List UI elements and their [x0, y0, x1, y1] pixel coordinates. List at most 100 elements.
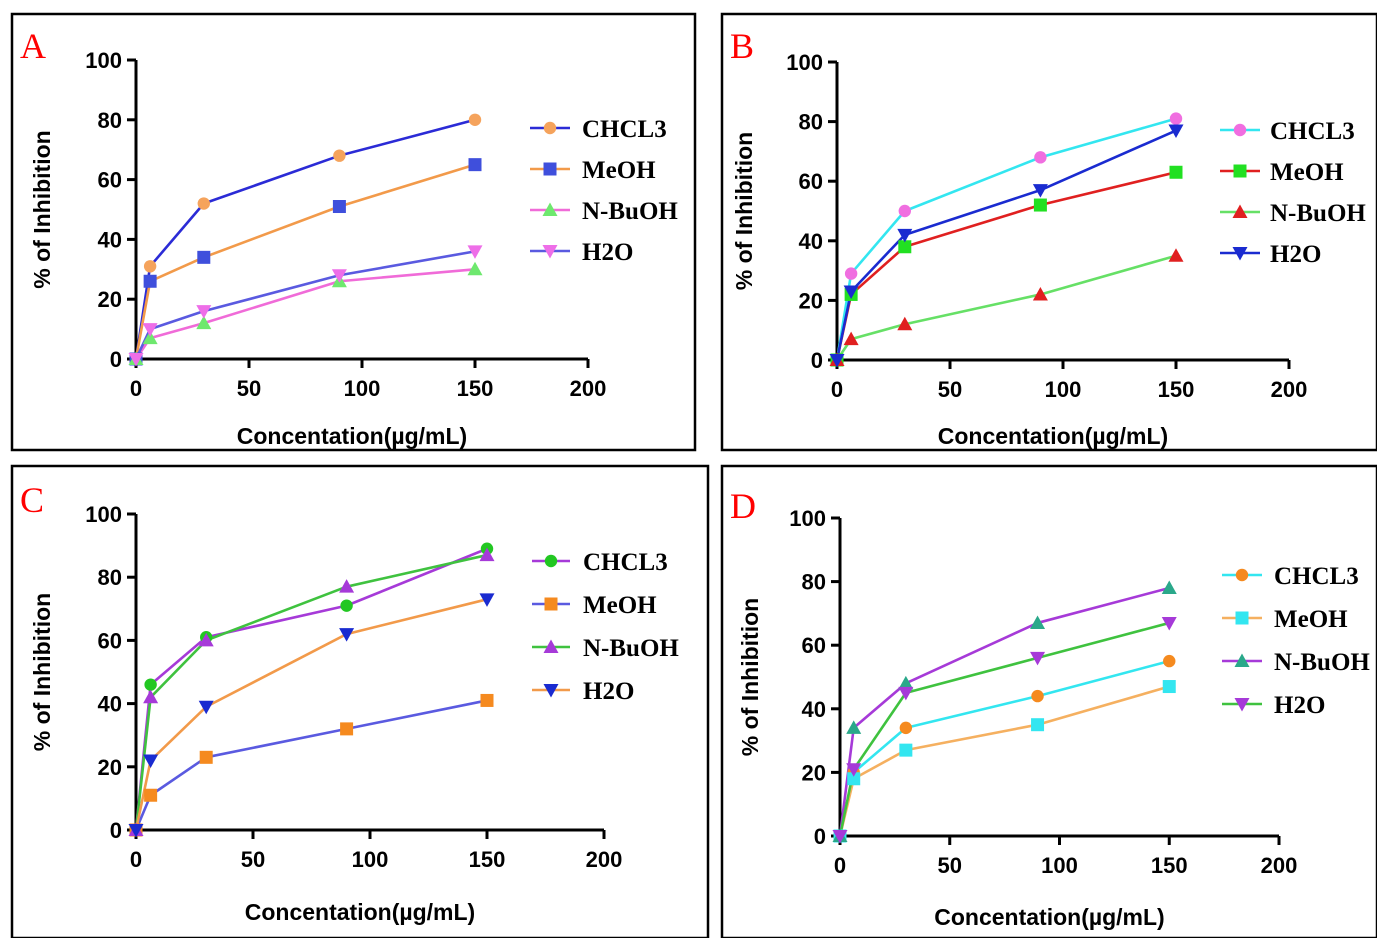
y-tick-label: 0	[110, 818, 122, 843]
legend-marker	[542, 202, 558, 216]
y-tick-label: 40	[98, 692, 122, 717]
data-point-h2o	[479, 593, 495, 607]
y-tick-label: 60	[98, 628, 122, 653]
y-tick-label: 100	[85, 48, 122, 73]
data-point-h2o	[1030, 651, 1046, 666]
legend-marker	[544, 597, 558, 611]
data-point-n-buoh	[897, 316, 913, 331]
y-tick-label: 40	[98, 227, 122, 252]
legend-label: N-BuOH	[583, 635, 679, 662]
x-tick-label: 50	[237, 376, 261, 401]
legend-marker	[1234, 698, 1250, 712]
legend-label: H2O	[583, 678, 634, 705]
data-point-meoh	[898, 240, 912, 254]
series-line-h2o	[838, 621, 1170, 837]
data-point-meoh	[340, 722, 354, 736]
series-line-chcl3	[134, 547, 488, 831]
data-point-meoh	[899, 743, 913, 757]
series-line-n-buoh	[134, 553, 488, 831]
x-tick-label: 150	[1158, 377, 1195, 402]
y-tick-label: 40	[802, 697, 826, 722]
data-point-n-buoh	[198, 632, 214, 647]
y-tick-label: 100	[789, 506, 826, 531]
data-point-n-buoh	[479, 547, 495, 562]
y-tick-label: 20	[98, 287, 122, 312]
y-tick-label: 100	[85, 502, 122, 527]
data-point-meoh	[480, 693, 494, 707]
x-tick-label: 0	[834, 853, 846, 878]
legend-label: H2O	[1274, 692, 1325, 719]
data-point-h2o	[198, 700, 214, 715]
data-point-n-buoh	[1032, 286, 1048, 301]
data-point-n-buoh	[467, 261, 483, 276]
series-line-meoh	[134, 699, 488, 831]
x-axis-title: Concentation(µg/mL)	[934, 904, 1164, 930]
data-point-n-buoh	[846, 720, 862, 734]
legend-marker	[1233, 123, 1247, 137]
x-tick-label: 0	[130, 847, 142, 872]
chart-panel-b: B 0 50 100 150 200 0 20 40 60 80 100 Concentation(µg…	[720, 12, 1377, 452]
data-point-chcl3	[899, 721, 913, 735]
series-line-meoh	[838, 685, 1170, 837]
legend-label: MeOH	[1270, 159, 1344, 186]
panel-frame	[10, 12, 697, 452]
x-tick-label: 100	[1045, 377, 1082, 402]
y-tick-label: 20	[799, 288, 823, 313]
data-point-meoh	[332, 200, 346, 214]
data-point-meoh	[1031, 718, 1045, 732]
x-tick-label: 0	[130, 376, 142, 401]
data-point-h2o	[898, 686, 914, 701]
x-tick-label: 200	[1271, 377, 1308, 402]
x-tick-label: 50	[938, 377, 962, 402]
x-tick-label: 200	[586, 847, 623, 872]
series-line-chcl3	[134, 118, 476, 360]
data-point-n-buoh	[1168, 248, 1184, 262]
legend-label: N-BuOH	[582, 198, 678, 225]
data-point-chcl3	[1163, 654, 1176, 668]
legend-marker	[543, 639, 559, 653]
legend-marker	[1233, 164, 1247, 178]
data-point-h2o	[467, 245, 483, 259]
y-tick-label: 40	[799, 229, 823, 254]
panel-letter: D	[730, 486, 756, 526]
y-tick-label: 80	[98, 108, 122, 133]
data-point-chcl3	[1031, 689, 1044, 703]
x-tick-label: 200	[570, 376, 607, 401]
y-tick-label: 60	[799, 169, 823, 194]
data-point-chcl3	[143, 260, 157, 273]
y-tick-label: 0	[811, 348, 823, 373]
chart-panel-d: D 0 50 100 150 200 0 20 40 60 80 100 Concentation(µg…	[720, 464, 1377, 938]
y-axis-title: % of Inhibition	[29, 130, 55, 288]
y-tick-label: 80	[802, 570, 826, 595]
panel-frame	[720, 12, 1377, 452]
data-point-h2o	[843, 285, 859, 299]
data-point-meoh	[468, 158, 482, 172]
data-point-chcl3	[898, 204, 911, 218]
data-point-chcl3	[468, 113, 482, 127]
legend-marker	[1235, 611, 1249, 625]
legend-label: CHCL3	[1274, 563, 1359, 590]
legend-marker	[543, 121, 557, 135]
data-point-h2o	[829, 354, 845, 368]
panel-frame	[10, 464, 710, 938]
data-point-h2o	[128, 824, 144, 838]
y-tick-label: 0	[110, 347, 122, 372]
data-point-h2o	[143, 754, 159, 768]
x-tick-label: 150	[457, 376, 494, 401]
x-axis-title: Concentation(µg/mL)	[237, 423, 467, 449]
series-line-chcl3	[835, 117, 1177, 361]
panel-letter: B	[730, 26, 754, 66]
series-line-n-buoh	[134, 268, 476, 360]
data-point-meoh	[847, 772, 861, 786]
series-line-n-buoh	[835, 254, 1177, 361]
legend-label: CHCL3	[583, 549, 668, 576]
data-point-h2o	[128, 353, 144, 367]
y-tick-label: 20	[802, 760, 826, 785]
data-point-h2o	[196, 305, 212, 319]
data-point-h2o	[339, 628, 355, 642]
legend-marker	[543, 684, 559, 698]
x-tick-label: 150	[1151, 853, 1188, 878]
data-point-chcl3	[333, 149, 346, 162]
y-tick-label: 60	[802, 633, 826, 658]
data-point-chcl3	[1034, 151, 1047, 164]
